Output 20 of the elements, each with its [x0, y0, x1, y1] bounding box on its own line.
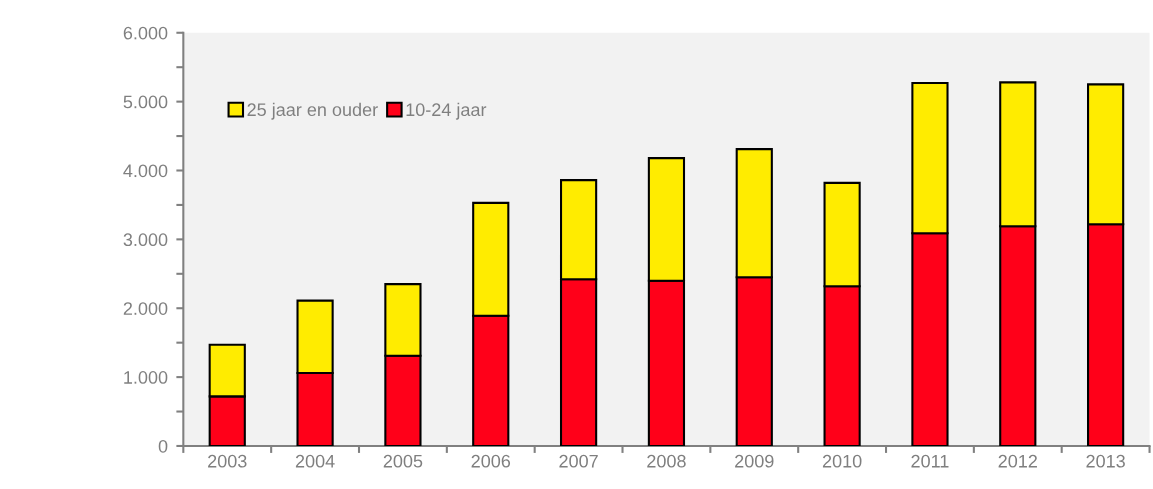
- legend-label: 25 jaar en ouder: [247, 102, 378, 120]
- y-tick-label: 3.000: [123, 233, 168, 247]
- y-tick-label: 4.000: [123, 164, 168, 178]
- y-tick-label: 0: [158, 439, 168, 453]
- x-tick-label: 2009: [735, 454, 774, 468]
- y-tick-label: 6.000: [123, 26, 168, 40]
- x-tick-label: 2008: [647, 454, 686, 468]
- x-tick-label: 2010: [822, 454, 862, 468]
- x-tick-label: 2012: [998, 454, 1037, 468]
- y-tick-label: 2.000: [123, 302, 168, 315]
- legend-label: 10-24 jaar: [406, 102, 487, 120]
- x-tick-label: 2013: [1086, 454, 1125, 468]
- x-tick-label: 2011: [911, 454, 949, 468]
- x-tick-label: 2003: [208, 454, 247, 468]
- x-tick-label: 2006: [471, 454, 511, 468]
- x-tick-label: 2007: [559, 454, 598, 468]
- y-tick-label: 1.000: [124, 371, 168, 384]
- x-tick-label: 2004: [295, 454, 335, 468]
- x-tick-label: 2005: [383, 454, 423, 468]
- y-tick-label: 5.000: [123, 95, 168, 109]
